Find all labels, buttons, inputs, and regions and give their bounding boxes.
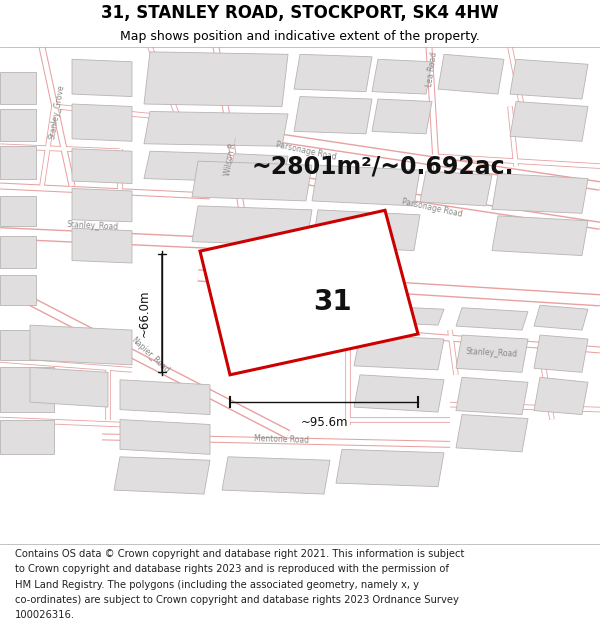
Polygon shape — [200, 210, 418, 375]
Polygon shape — [492, 174, 588, 213]
Text: to Crown copyright and database rights 2023 and is reproduced with the permissio: to Crown copyright and database rights 2… — [15, 564, 449, 574]
Text: 31, STANLEY ROAD, STOCKPORT, SK4 4HW: 31, STANLEY ROAD, STOCKPORT, SK4 4HW — [101, 4, 499, 22]
Polygon shape — [144, 151, 228, 181]
Polygon shape — [0, 368, 54, 412]
Text: Stanley_Road: Stanley_Road — [466, 347, 518, 358]
Text: 100026316.: 100026316. — [15, 609, 75, 619]
Text: Parsonage Road: Parsonage Road — [401, 198, 463, 219]
Polygon shape — [456, 335, 528, 372]
Polygon shape — [456, 378, 528, 414]
Text: Lea Road: Lea Road — [425, 51, 439, 88]
Polygon shape — [0, 196, 36, 226]
Polygon shape — [114, 457, 210, 494]
Polygon shape — [72, 189, 132, 222]
Polygon shape — [372, 99, 432, 134]
Text: Contains OS data © Crown copyright and database right 2021. This information is : Contains OS data © Crown copyright and d… — [15, 549, 464, 559]
Text: Stanley_Road: Stanley_Road — [322, 282, 374, 294]
Text: Mentone Road: Mentone Road — [254, 434, 310, 445]
Polygon shape — [492, 216, 588, 256]
Polygon shape — [30, 325, 132, 365]
Polygon shape — [534, 378, 588, 414]
Polygon shape — [0, 276, 36, 305]
Polygon shape — [438, 54, 504, 94]
Polygon shape — [0, 236, 36, 268]
Polygon shape — [420, 171, 492, 206]
Polygon shape — [222, 457, 330, 494]
Text: Map shows position and indicative extent of the property.: Map shows position and indicative extent… — [120, 30, 480, 43]
Polygon shape — [144, 52, 288, 106]
Polygon shape — [0, 109, 36, 141]
Polygon shape — [294, 96, 372, 134]
Polygon shape — [534, 305, 588, 330]
Polygon shape — [30, 368, 108, 407]
Polygon shape — [0, 330, 54, 360]
Polygon shape — [192, 206, 312, 246]
Polygon shape — [294, 54, 372, 92]
Polygon shape — [192, 161, 312, 201]
Polygon shape — [312, 165, 420, 206]
Polygon shape — [510, 101, 588, 141]
Polygon shape — [312, 210, 420, 251]
Polygon shape — [534, 335, 588, 372]
Text: Napier_Road: Napier_Road — [129, 335, 171, 375]
Polygon shape — [0, 72, 36, 104]
Text: Stanley_Road: Stanley_Road — [67, 220, 119, 232]
Text: ~2801m²/~0.692ac.: ~2801m²/~0.692ac. — [252, 154, 515, 178]
Text: HM Land Registry. The polygons (including the associated geometry, namely x, y: HM Land Registry. The polygons (includin… — [15, 579, 419, 589]
Text: ~66.0m: ~66.0m — [137, 289, 151, 337]
Polygon shape — [0, 419, 54, 454]
Polygon shape — [72, 149, 132, 184]
Polygon shape — [456, 414, 528, 452]
Text: Stanley_Grove: Stanley_Grove — [48, 83, 66, 139]
Polygon shape — [336, 449, 444, 487]
Text: co-ordinates) are subject to Crown copyright and database rights 2023 Ordnance S: co-ordinates) are subject to Crown copyr… — [15, 594, 459, 604]
Polygon shape — [72, 104, 132, 141]
Polygon shape — [354, 305, 444, 325]
Polygon shape — [456, 308, 528, 330]
Polygon shape — [354, 375, 444, 412]
Polygon shape — [120, 419, 210, 454]
Polygon shape — [72, 228, 132, 263]
Polygon shape — [228, 154, 288, 186]
Text: Wilson R...: Wilson R... — [223, 136, 239, 177]
Text: Parsonage Road: Parsonage Road — [275, 141, 337, 162]
Polygon shape — [372, 59, 432, 94]
Polygon shape — [72, 59, 132, 96]
Text: ~95.6m: ~95.6m — [300, 416, 348, 429]
Polygon shape — [510, 59, 588, 99]
Polygon shape — [144, 111, 288, 146]
Polygon shape — [0, 146, 36, 179]
Text: 31: 31 — [313, 289, 352, 316]
Polygon shape — [120, 380, 210, 414]
Polygon shape — [354, 335, 444, 370]
